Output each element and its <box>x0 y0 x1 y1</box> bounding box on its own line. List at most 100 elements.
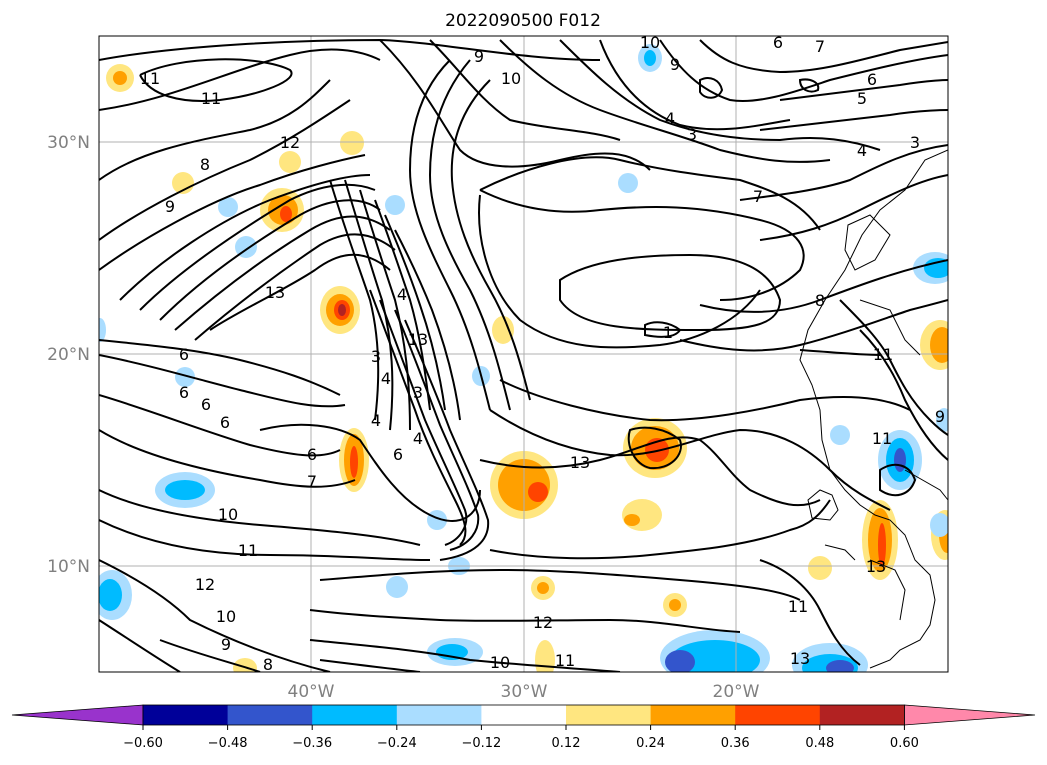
contour-label: 7 <box>753 187 763 206</box>
cold-patch <box>99 579 122 611</box>
contour-label: 10 <box>490 653 510 672</box>
colorbar-segment <box>481 705 567 725</box>
contour-label: 11 <box>555 651 575 670</box>
contour-line <box>478 194 761 349</box>
map-frame <box>98 35 949 673</box>
colorbar-segment <box>227 705 313 725</box>
contour-label: 6 <box>307 445 317 464</box>
contour-line <box>759 559 861 666</box>
coastline-border <box>844 214 891 271</box>
contour-line <box>394 229 461 421</box>
colorbar-segment <box>650 705 736 725</box>
colorbar-tick-label: 0.60 <box>890 736 919 751</box>
contour-label: 7 <box>815 37 825 56</box>
contour-label: 11 <box>872 429 892 448</box>
contour-label: 9 <box>935 407 945 426</box>
contour-line <box>99 519 431 561</box>
contour-label: 13 <box>790 649 810 668</box>
colorbar-segment <box>819 705 905 725</box>
contour-label: 10 <box>640 33 660 52</box>
coastline-mainland <box>799 149 948 669</box>
contour-line <box>99 489 421 546</box>
contour-line <box>379 299 468 546</box>
coastline <box>799 149 948 669</box>
warm-patch <box>350 446 358 478</box>
contour-line <box>408 59 491 411</box>
contour-line <box>699 259 948 313</box>
contour-line <box>159 639 261 672</box>
contour-line <box>99 354 346 408</box>
warm-patch <box>528 482 548 502</box>
colorbar-tick-label: 0.24 <box>636 736 665 751</box>
lon-label-30w: 30°W <box>501 682 548 702</box>
contour-label: 9 <box>670 55 680 74</box>
contour-line <box>450 79 531 401</box>
contour-label: 12 <box>533 613 553 632</box>
contour-line <box>209 253 391 331</box>
contour-line <box>99 79 331 181</box>
contour-label: 11 <box>238 541 258 560</box>
warm-patch <box>669 599 681 611</box>
colorbar-segment <box>312 705 398 725</box>
coastline-border <box>904 469 948 501</box>
contour-line <box>479 436 821 507</box>
contour-label: 11 <box>873 345 893 364</box>
warm-patch <box>624 514 640 526</box>
colorbar-segment <box>143 705 229 725</box>
contour-line <box>394 309 480 551</box>
colorbar-tick-label: −0.48 <box>208 736 248 751</box>
contour-line <box>99 48 381 111</box>
contour-line <box>479 156 821 231</box>
contour-line <box>699 77 724 99</box>
colorbar-tick-label: −0.12 <box>461 736 501 751</box>
contour-label: 10 <box>501 69 521 88</box>
warm-patch <box>340 131 364 155</box>
contour-line <box>659 39 948 102</box>
lon-label-20w: 20°W <box>713 682 760 702</box>
contour-line <box>879 463 917 497</box>
contour-line <box>499 39 831 163</box>
contour-line <box>99 559 331 672</box>
warm-patch <box>279 151 301 173</box>
graticule <box>99 36 948 672</box>
contour-label: 4 <box>381 369 391 388</box>
contour-label: 4 <box>857 141 867 160</box>
contour-line <box>384 214 446 411</box>
contour-label: 6 <box>179 383 189 402</box>
contour-label: 13 <box>570 453 590 472</box>
coastline-inlet <box>807 489 839 521</box>
warm-patch <box>492 316 514 344</box>
contour-label: 13 <box>866 557 886 576</box>
contour-line <box>559 39 881 151</box>
contour-label: 11 <box>788 597 808 616</box>
contour-line <box>627 426 682 470</box>
warm-patch <box>280 206 292 222</box>
colorbar-tick-label: −0.36 <box>292 736 332 751</box>
colorbar: −0.60 −0.48 −0.36 −0.24 −0.12 0.12 0.24 0.36 0.4… <box>11 704 1036 751</box>
contour-line <box>559 253 782 332</box>
cold-patch <box>826 660 854 672</box>
contour-line <box>119 174 371 301</box>
contour-line <box>404 319 490 561</box>
lat-label-10n: 10°N <box>47 557 90 577</box>
contour-line <box>489 499 831 560</box>
cold-patch <box>165 480 205 500</box>
colorbar-tick-label: 0.12 <box>552 736 581 751</box>
contour-line <box>379 39 651 171</box>
contour-line <box>309 639 621 672</box>
contour-line <box>429 39 621 141</box>
cold-patch <box>218 197 238 217</box>
contour-label: 12 <box>280 133 300 152</box>
contour-label: 6 <box>867 70 877 89</box>
cold-patch <box>618 173 638 193</box>
cold-patch <box>936 408 948 432</box>
warm-patch <box>535 640 555 672</box>
colorbar-arrow-right <box>904 704 1036 726</box>
contour-label: 9 <box>165 197 175 216</box>
contour-line <box>799 349 881 356</box>
contour-label: 8 <box>263 655 273 674</box>
contour-line <box>319 568 801 601</box>
warm-patch <box>808 556 832 580</box>
map-area: 9 10 11 12 13 3 4 5 6 7 8 4 13 3 4 6 7 1… <box>99 33 948 674</box>
